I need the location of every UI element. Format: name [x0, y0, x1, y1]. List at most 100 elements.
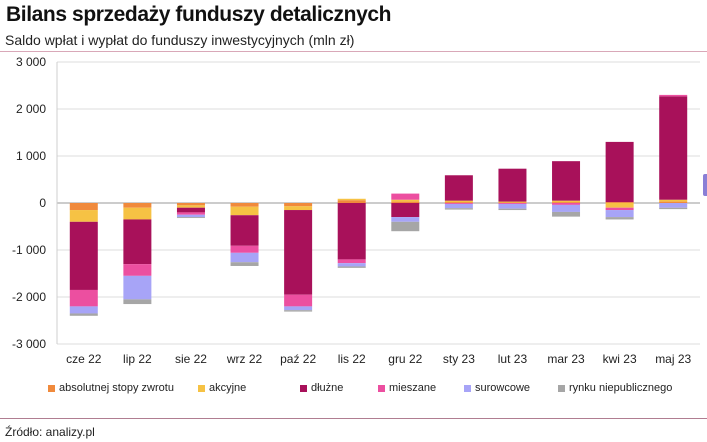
bar-segment [659, 201, 688, 203]
legend-label: akcyjne [209, 382, 247, 394]
bar-segment [230, 245, 259, 253]
legend-label: mieszane [389, 382, 437, 394]
bar-segment [391, 201, 420, 203]
bar-segment [391, 217, 420, 222]
bar-segment [284, 294, 313, 307]
chart-subtitle: Saldo wpłat i wypłat do funduszy inwesty… [5, 32, 355, 48]
bar-segment [498, 208, 527, 211]
bar-segment [391, 193, 420, 200]
bar-segment [498, 203, 527, 204]
bar-segment [605, 207, 634, 211]
bar-segment [659, 203, 688, 208]
y-tick-label: 2 000 [16, 102, 46, 116]
legend-label: rynku niepublicznego [569, 382, 673, 394]
legend-swatch [464, 384, 471, 392]
bar-segment [444, 208, 473, 210]
bar-segment [552, 203, 581, 205]
bar-segment [284, 206, 313, 211]
x-tick-label: sty 23 [443, 352, 475, 366]
bar-segment [69, 203, 98, 211]
legend-swatch [198, 384, 205, 392]
bar-segment [659, 207, 688, 210]
bar-segment [605, 210, 634, 218]
bar-segment [605, 203, 634, 208]
legend-label: dłużne [311, 382, 344, 394]
bar-segment [605, 217, 634, 220]
legend-swatch [558, 384, 565, 392]
bar-segment [230, 215, 259, 246]
bar-segment [337, 263, 366, 267]
legend-label: surowcowe [475, 382, 531, 394]
bar-segment [444, 203, 473, 204]
bar-segment [284, 310, 313, 312]
bar-segment [176, 212, 205, 215]
bar-segment [337, 266, 366, 268]
bar-segment [69, 313, 98, 316]
x-tick-label: cze 22 [66, 352, 102, 366]
bar-segment [444, 203, 473, 209]
bar-segment [176, 214, 205, 218]
bar-segment [552, 200, 581, 203]
bar-segment [69, 289, 98, 307]
bar-segment [391, 221, 420, 232]
bar-segment [498, 168, 527, 202]
y-tick-label: 1 000 [16, 149, 46, 163]
x-tick-label: maj 23 [655, 352, 691, 366]
y-tick-label: -1 000 [12, 243, 46, 257]
bar-segment [659, 199, 688, 202]
bar-segment [123, 219, 152, 265]
scroll-edge-marker [703, 174, 707, 196]
bar-segment [337, 259, 366, 264]
legend-item: dłużne [300, 382, 343, 394]
y-tick-label: 3 000 [16, 55, 46, 69]
bar-segment [176, 205, 205, 208]
legend-label: absolutnej stopy zwrotu [59, 382, 174, 394]
legend-swatch [48, 384, 55, 392]
bar-segment [284, 210, 313, 295]
bar-segment [123, 203, 152, 208]
bar-segment [337, 200, 366, 203]
bar-segment [605, 141, 634, 203]
source-note: Źródło: analizy.pl [5, 425, 95, 439]
x-tick-label: kwi 23 [603, 352, 637, 366]
x-tick-label: paź 22 [280, 352, 316, 366]
bar-segment [230, 262, 259, 266]
bar-segment [391, 203, 420, 218]
bar-segment [69, 210, 98, 222]
x-tick-label: sie 22 [175, 352, 207, 366]
bar-segment [337, 198, 366, 201]
x-tick-label: lip 22 [123, 352, 152, 366]
legend-item: akcyjne [198, 382, 246, 394]
chart-title: Bilans sprzedaży funduszy detalicznych [6, 3, 392, 26]
bar-segment [69, 306, 98, 314]
bar-segment [444, 175, 473, 201]
bar-segment [123, 264, 152, 276]
bar-segment [659, 94, 688, 97]
bar-segment [444, 202, 473, 203]
bar-segment [552, 161, 581, 201]
bar-segment [69, 221, 98, 290]
legend-item: absolutnej stopy zwrotu [48, 382, 174, 394]
bar-segment [176, 203, 205, 206]
legend-swatch [300, 384, 307, 392]
x-tick-label: gru 22 [388, 352, 422, 366]
bar-segment [552, 211, 581, 217]
title-divider [0, 51, 707, 52]
bar-segment [230, 252, 259, 263]
bar-segment [498, 203, 527, 209]
bar-segment [391, 199, 420, 202]
chart-legend: absolutnej stopy zwrotu akcyjne dłużne mies… [48, 382, 707, 400]
legend-item: mieszane [378, 382, 436, 394]
bar-segment [123, 299, 152, 305]
bar-segment [605, 202, 634, 203]
stacked-bar-chart: 3 000 2 000 1 000 0 -1 000 -2 000 -3 000 cze 22… [12, 55, 700, 366]
bar-segment [284, 306, 313, 311]
bar-segment [659, 96, 688, 200]
bar-segment [284, 203, 313, 207]
bar-segment [552, 204, 581, 212]
y-tick-label: 0 [39, 196, 46, 210]
legend-swatch [378, 384, 385, 392]
legend-item: surowcowe [464, 382, 530, 394]
x-tick-label: mar 23 [547, 352, 585, 366]
bar-segment [498, 201, 527, 203]
